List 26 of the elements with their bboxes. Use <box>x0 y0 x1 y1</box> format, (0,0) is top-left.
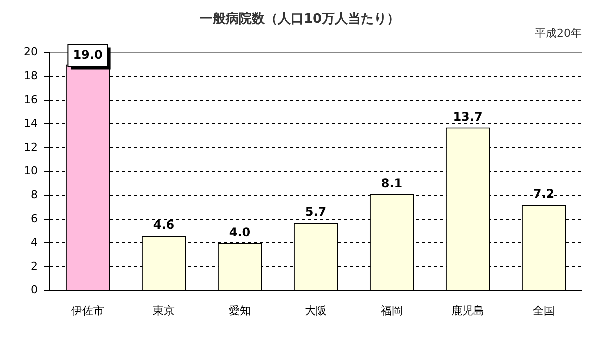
y-tick-label: 16 <box>24 93 38 106</box>
chart-title: 一般病院数（人口10万人当たり） <box>200 11 400 28</box>
y-tick-label: 2 <box>30 260 38 273</box>
y-tick-label: 0 <box>30 284 38 297</box>
data-label: 4.0 <box>229 225 251 240</box>
y-tick-label: 4 <box>30 236 38 250</box>
x-tick-label: 愛知 <box>229 304 251 318</box>
y-tick-label: 8 <box>30 188 38 202</box>
data-label: 5.7 <box>305 205 327 220</box>
data-label: 8.1 <box>381 176 403 191</box>
x-tick-label: 大阪 <box>305 304 327 318</box>
y-tick-label: 20 <box>24 46 38 59</box>
y-tick-label: 6 <box>30 212 38 226</box>
y-tick-label: 10 <box>24 164 38 178</box>
x-tick-label: 福岡 <box>381 304 403 318</box>
data-label: 13.7 <box>453 110 483 124</box>
y-tick-label: 18 <box>24 69 38 82</box>
x-tick-label: 全国 <box>533 304 555 318</box>
data-label: 19.0 <box>73 48 103 62</box>
chart-subtitle: 平成20年 <box>535 27 582 40</box>
x-tick-label: 鹿児島 <box>452 304 484 318</box>
data-label: 4.6 <box>153 218 175 232</box>
y-tick-label: 14 <box>24 117 38 130</box>
x-tick-label: 東京 <box>153 304 175 318</box>
x-tick-label: 伊佐市 <box>71 304 104 318</box>
y-tick-label: 12 <box>24 140 38 154</box>
